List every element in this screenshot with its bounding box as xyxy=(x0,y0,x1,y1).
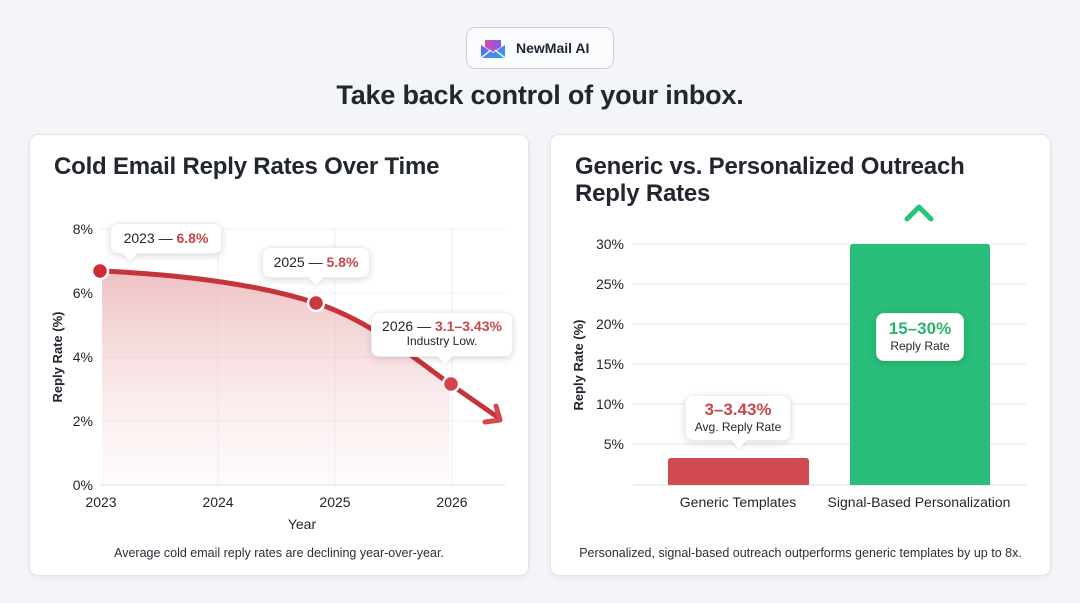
tooltip-label: 2025 — xyxy=(273,254,327,270)
card-title: Cold Email Reply Rates Over Time xyxy=(54,153,440,180)
down-arrow-icon xyxy=(482,403,503,425)
generic-vs-personalized-card: Generic vs. Personalized Outreach Reply … xyxy=(550,134,1051,576)
tooltip-value: 3.1–3.43% xyxy=(434,318,502,334)
envelope-logo-icon xyxy=(480,40,506,59)
bar-signal-based-personalization[interactable] xyxy=(850,244,990,485)
svg-text:2025: 2025 xyxy=(319,494,350,510)
brand-name: NewMail AI xyxy=(516,40,590,56)
svg-text:0%: 0% xyxy=(73,477,93,493)
svg-text:Signal-Based Personalization: Signal-Based Personalization xyxy=(828,494,1011,510)
svg-text:15%: 15% xyxy=(596,356,624,372)
data-point-2026[interactable] xyxy=(441,374,461,394)
x-axis-ticks: 2023 2024 2025 2026 xyxy=(85,494,467,510)
svg-text:Generic Templates: Generic Templates xyxy=(680,494,796,510)
data-point-2025[interactable] xyxy=(306,293,326,313)
chart-caption: Personalized, signal-based outreach outp… xyxy=(579,546,1022,560)
svg-text:30%: 30% xyxy=(596,236,624,252)
tooltip-2025: 2025 — 5.8% xyxy=(262,247,370,278)
svg-text:8%: 8% xyxy=(73,221,93,237)
y-axis-label: Reply Rate (%) xyxy=(50,311,65,402)
tooltip-value: 6.8% xyxy=(176,230,209,246)
brand-badge: NewMail AI xyxy=(466,27,614,69)
card-title: Generic vs. Personalized Outreach Reply … xyxy=(575,153,965,207)
svg-text:4%: 4% xyxy=(73,349,93,365)
tooltip-2026: 2026 — 3.1–3.43% Industry Low. xyxy=(371,312,513,357)
card-title-line1: Generic vs. Personalized Outreach xyxy=(575,153,965,180)
y-axis-ticks: 8% 6% 4% 2% 0% xyxy=(73,221,93,493)
tooltip-personalized: 15–30% Reply Rate xyxy=(876,313,964,361)
tooltip-value: 3–3.43% xyxy=(704,400,772,419)
tagline: Take back control of your inbox. xyxy=(336,80,744,110)
y-axis-ticks: 30% 25% 20% 15% 10% 5% xyxy=(596,236,624,452)
tooltip-label: 2023 — xyxy=(123,230,177,246)
tooltip-value: 5.8% xyxy=(326,254,359,270)
tooltip-sub: Avg. Reply Rate xyxy=(694,420,782,434)
tooltip-sub: Reply Rate xyxy=(890,339,950,353)
reply-rates-over-time-card: Cold Email Reply Rates Over Time xyxy=(29,134,529,576)
area-fill xyxy=(102,271,450,485)
svg-text:2023: 2023 xyxy=(85,494,116,510)
svg-text:2026: 2026 xyxy=(436,494,467,510)
chart-caption: Average cold email reply rates are decli… xyxy=(114,546,444,560)
svg-text:5%: 5% xyxy=(604,436,624,452)
data-point-2023[interactable] xyxy=(90,261,110,281)
svg-text:2%: 2% xyxy=(73,413,93,429)
bar-chart: 30% 25% 20% 15% 10% 5% Reply Rate (%) Ge… xyxy=(571,204,1026,510)
tooltip-sub: Industry Low. xyxy=(406,334,478,348)
svg-text:2024: 2024 xyxy=(202,494,233,510)
svg-text:25%: 25% xyxy=(596,276,624,292)
tooltip-label: 2026 — xyxy=(382,318,435,334)
svg-text:20%: 20% xyxy=(596,316,624,332)
card-title-line2: Reply Rates xyxy=(575,180,711,207)
svg-text:6%: 6% xyxy=(73,285,93,301)
up-arrow-icon xyxy=(904,204,934,222)
tooltip-2023: 2023 — 6.8% xyxy=(110,223,222,254)
svg-text:10%: 10% xyxy=(596,396,624,412)
y-axis-label: Reply Rate (%) xyxy=(571,319,586,410)
x-axis-label: Year xyxy=(288,516,317,532)
bar-generic-templates[interactable] xyxy=(668,458,809,485)
tooltip-generic: 3–3.43% Avg. Reply Rate xyxy=(685,395,791,441)
x-axis-categories: Generic Templates Signal-Based Personali… xyxy=(680,494,1011,510)
line-chart: 8% 6% 4% 2% 0% 2023 2024 2025 2026 Year … xyxy=(50,221,505,532)
tooltip-value: 15–30% xyxy=(888,319,952,338)
